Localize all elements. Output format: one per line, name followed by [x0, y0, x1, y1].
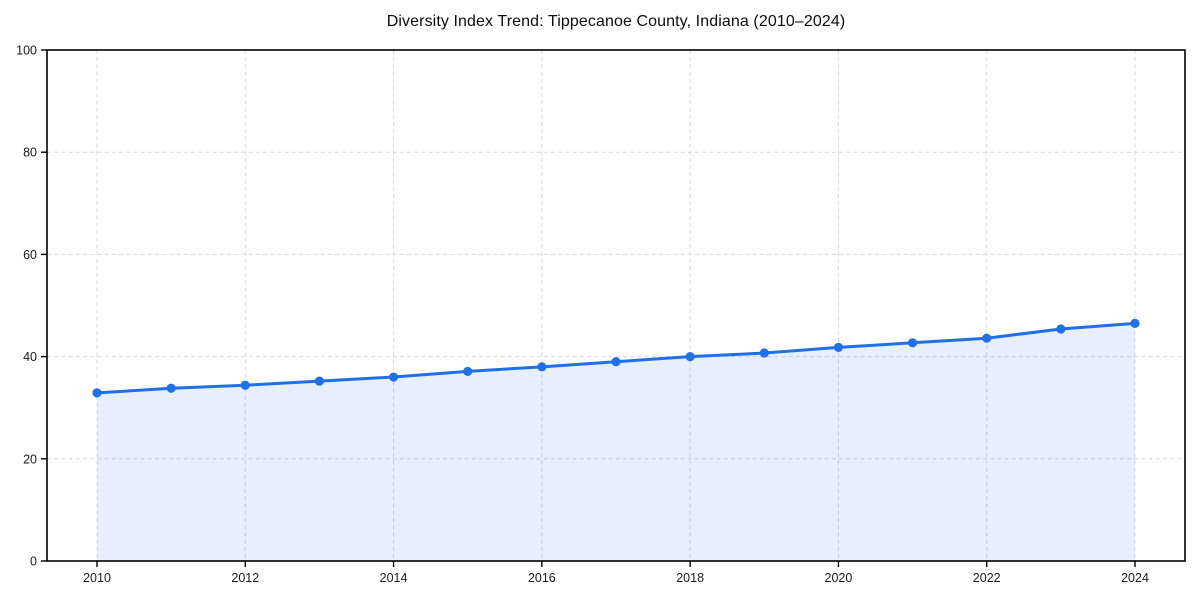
x-tick-label: 2020: [825, 571, 853, 585]
data-point-2015: [463, 366, 473, 377]
x-tick-label: 2018: [676, 571, 704, 585]
data-point-2020: [833, 342, 844, 353]
y-tick-label: 0: [30, 555, 37, 569]
y-tick-label: 100: [16, 44, 37, 58]
data-point-2019: [759, 348, 769, 358]
tick-marks: [41, 49, 1136, 567]
y-tick-label: 20: [23, 452, 37, 466]
data-point-2016: [537, 362, 547, 372]
data-point-2024: [1130, 318, 1140, 328]
data-point-2023: [1056, 324, 1066, 334]
data-point-2018: [685, 352, 695, 362]
x-tick-label: 2022: [973, 571, 1001, 585]
x-tick-label: 2024: [1121, 571, 1149, 585]
plot-border: [46, 49, 1186, 562]
data-point-2014: [388, 372, 399, 382]
x-tick-label: 2012: [231, 571, 259, 585]
data-point-2022: [982, 333, 992, 343]
data-point-2011: [166, 383, 176, 393]
data-point-2010: [92, 388, 102, 398]
data-point-2017: [611, 357, 621, 367]
x-tick-label: 2010: [83, 571, 111, 585]
y-tick-label: 40: [23, 350, 37, 364]
data-point-2021: [907, 338, 918, 348]
data-point-2013: [314, 376, 325, 386]
data-points: [92, 318, 1140, 398]
x-tick-label: 2016: [528, 571, 556, 585]
area-fill: [97, 323, 1135, 561]
chart-title: Diversity Index Trend: Tippecanoe County…: [386, 13, 846, 30]
x-tick-label: 2014: [380, 571, 408, 585]
data-point-2012: [240, 380, 250, 390]
y-tick-label: 80: [23, 146, 37, 160]
y-tick-label: 60: [23, 248, 37, 262]
